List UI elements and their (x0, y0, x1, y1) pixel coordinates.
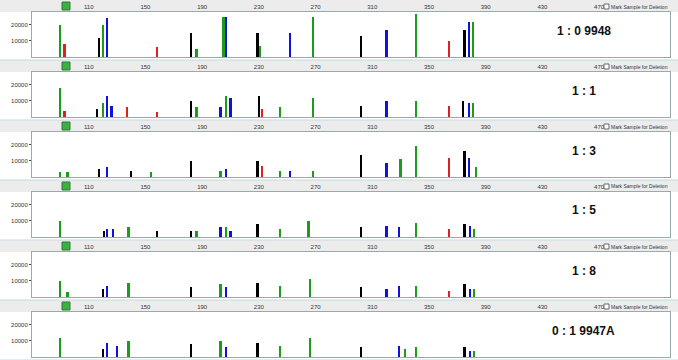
svg-text:Mark Sample for Deletion: Mark Sample for Deletion (611, 244, 668, 250)
svg-text:390: 390 (481, 4, 492, 10)
svg-text:110: 110 (84, 304, 94, 310)
svg-text:310: 310 (367, 244, 378, 250)
svg-text:20000: 20000 (11, 142, 28, 148)
svg-text:10000: 10000 (11, 98, 28, 104)
svg-text:230: 230 (254, 244, 265, 250)
svg-text:310: 310 (367, 184, 378, 190)
svg-text:150: 150 (140, 124, 151, 130)
svg-text:350: 350 (424, 124, 435, 130)
svg-text:470: 470 (594, 184, 605, 190)
svg-text:430: 430 (537, 244, 548, 250)
svg-text:310: 310 (367, 4, 378, 10)
svg-text:190: 190 (197, 304, 208, 310)
svg-text:350: 350 (424, 4, 435, 10)
svg-text:310: 310 (367, 304, 378, 310)
svg-text:230: 230 (254, 304, 265, 310)
svg-text:390: 390 (481, 244, 492, 250)
svg-text:20000: 20000 (11, 262, 28, 268)
svg-text:0 : 1 9947A: 0 : 1 9947A (552, 324, 615, 338)
svg-text:110: 110 (84, 124, 94, 130)
svg-text:270: 270 (311, 244, 322, 250)
svg-text:110: 110 (84, 184, 94, 190)
svg-text:110: 110 (84, 244, 94, 250)
svg-text:190: 190 (197, 64, 208, 70)
svg-text:150: 150 (140, 64, 151, 70)
svg-text:390: 390 (481, 124, 492, 130)
svg-text:430: 430 (537, 64, 548, 70)
svg-text:110: 110 (84, 4, 94, 10)
svg-text:110: 110 (84, 64, 94, 70)
svg-text:1 : 0 9948: 1 : 0 9948 (557, 24, 611, 38)
svg-text:310: 310 (367, 64, 378, 70)
svg-text:390: 390 (481, 184, 492, 190)
svg-text:310: 310 (367, 124, 378, 130)
svg-text:430: 430 (537, 4, 548, 10)
svg-text:150: 150 (140, 244, 151, 250)
svg-text:470: 470 (594, 64, 605, 70)
svg-text:350: 350 (424, 244, 435, 250)
svg-text:270: 270 (311, 64, 322, 70)
svg-text:20000: 20000 (11, 322, 28, 328)
svg-text:1 : 1: 1 : 1 (572, 84, 596, 98)
svg-text:20000: 20000 (11, 22, 28, 28)
svg-text:350: 350 (424, 184, 435, 190)
svg-text:350: 350 (424, 64, 435, 70)
svg-text:190: 190 (197, 184, 208, 190)
svg-text:150: 150 (140, 304, 151, 310)
svg-text:350: 350 (424, 304, 435, 310)
svg-text:390: 390 (481, 304, 492, 310)
svg-text:430: 430 (537, 304, 548, 310)
svg-text:Mark Sample for Deletion: Mark Sample for Deletion (611, 183, 668, 189)
svg-text:150: 150 (140, 184, 151, 190)
svg-text:270: 270 (311, 4, 322, 10)
svg-text:10000: 10000 (11, 338, 28, 344)
svg-text:1 : 8: 1 : 8 (572, 264, 596, 278)
svg-text:470: 470 (594, 124, 605, 130)
svg-text:430: 430 (537, 184, 548, 190)
svg-text:270: 270 (311, 184, 322, 190)
svg-text:20000: 20000 (11, 202, 28, 208)
svg-text:Mark Sample for Deletion: Mark Sample for Deletion (611, 304, 668, 310)
svg-text:10000: 10000 (11, 38, 28, 44)
svg-text:430: 430 (537, 124, 548, 130)
svg-text:470: 470 (594, 244, 605, 250)
svg-text:470: 470 (594, 4, 605, 10)
svg-text:150: 150 (140, 4, 151, 10)
svg-text:10000: 10000 (11, 158, 28, 164)
svg-text:230: 230 (254, 124, 265, 130)
svg-text:10000: 10000 (11, 218, 28, 224)
svg-text:230: 230 (254, 4, 265, 10)
svg-text:230: 230 (254, 184, 265, 190)
svg-text:Mark Sample for Deletion: Mark Sample for Deletion (611, 4, 668, 10)
svg-text:1 : 3: 1 : 3 (572, 144, 596, 158)
svg-text:190: 190 (197, 244, 208, 250)
svg-text:390: 390 (481, 64, 492, 70)
svg-text:Mark Sample for Deletion: Mark Sample for Deletion (611, 64, 668, 70)
svg-text:470: 470 (594, 304, 605, 310)
svg-text:1 : 5: 1 : 5 (572, 203, 596, 217)
svg-text:190: 190 (197, 4, 208, 10)
svg-text:270: 270 (311, 124, 322, 130)
svg-text:190: 190 (197, 124, 208, 130)
svg-text:Mark Sample for Deletion: Mark Sample for Deletion (611, 124, 668, 130)
svg-text:230: 230 (254, 64, 265, 70)
svg-text:10000: 10000 (11, 278, 28, 284)
svg-text:270: 270 (311, 304, 322, 310)
svg-text:20000: 20000 (11, 82, 28, 88)
